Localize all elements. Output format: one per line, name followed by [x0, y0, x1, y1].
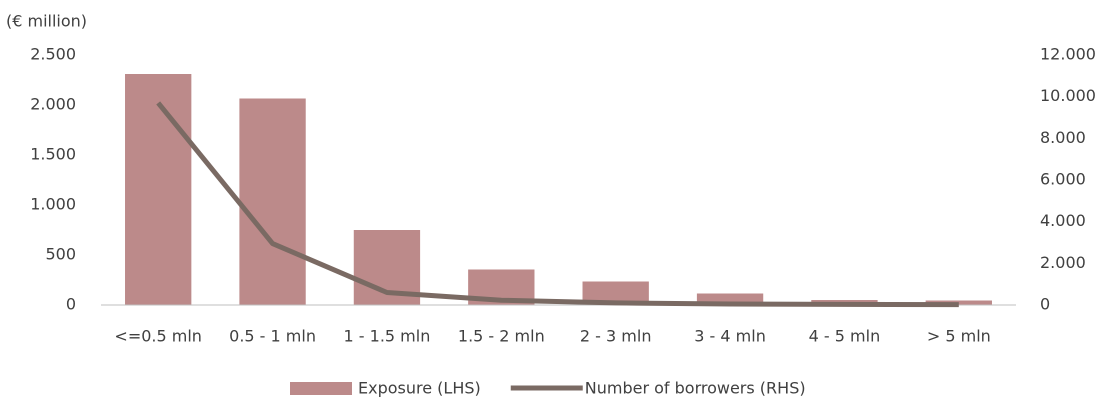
y2-tick-label: 6.000: [1040, 170, 1086, 189]
legend-swatch: [290, 382, 352, 395]
x-tick-label: 1 - 1.5 mln: [344, 327, 431, 346]
y2-tick-label: 2.000: [1040, 253, 1086, 272]
x-tick-label: <=0.5 mln: [114, 327, 202, 346]
bar: [239, 98, 306, 305]
y-tick-label: 0: [66, 295, 76, 314]
y-tick-label: 1.500: [30, 145, 76, 164]
y2-tick-label: 10.000: [1040, 86, 1096, 105]
legend-label: Number of borrowers (RHS): [585, 379, 806, 398]
y-tick-label: 2.000: [30, 95, 76, 114]
x-tick-label: 0.5 - 1 mln: [229, 327, 316, 346]
legend-label: Exposure (LHS): [358, 379, 481, 398]
line: [156, 101, 959, 308]
y2-tick-label: 12.000: [1040, 45, 1096, 64]
x-tick-label: 1.5 - 2 mln: [458, 327, 545, 346]
bar: [125, 74, 192, 305]
bar: [696, 293, 764, 305]
x-tick-label: 4 - 5 mln: [809, 327, 881, 346]
y-axis-label: (€ million): [6, 12, 87, 31]
y-tick-label: 2.500: [30, 45, 76, 64]
x-tick-label: > 5 mln: [927, 327, 991, 346]
bar: [582, 281, 649, 305]
x-tick-label: 2 - 3 mln: [580, 327, 652, 346]
y2-tick-label: 8.000: [1040, 128, 1086, 147]
y-tick-label: 500: [45, 245, 76, 264]
y2-tick-label: 4.000: [1040, 211, 1086, 230]
x-tick-label: 3 - 4 mln: [694, 327, 766, 346]
y-tick-label: 1.000: [30, 195, 76, 214]
y2-tick-label: 0: [1040, 295, 1050, 314]
